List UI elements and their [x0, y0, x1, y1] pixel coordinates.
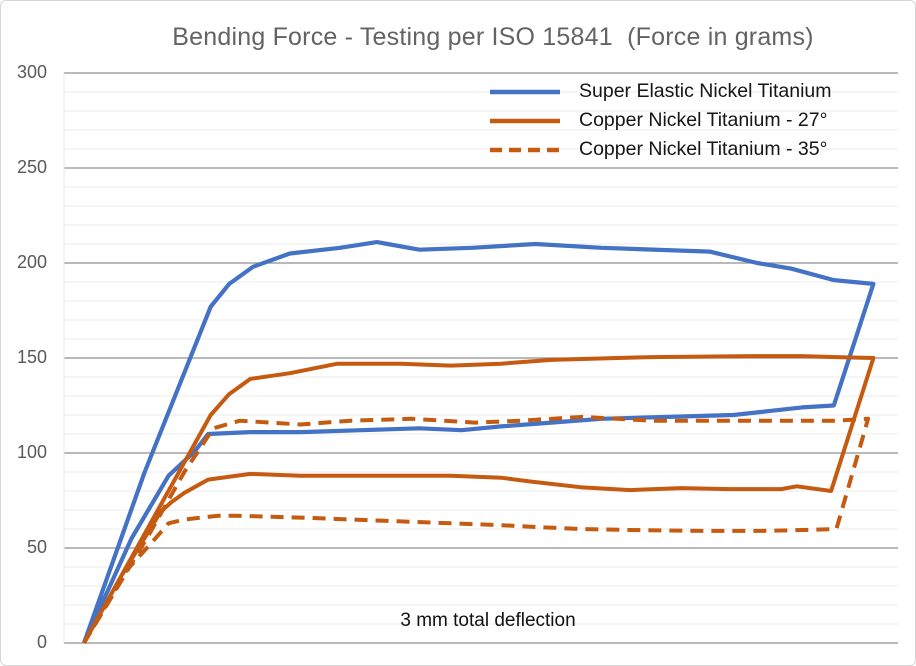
y-tick-label-150: 150	[16, 347, 47, 367]
y-tick-label-0: 0	[36, 632, 47, 652]
y-tick-label-250: 250	[16, 157, 47, 177]
chart-legend: Super Elastic Nickel Titanium Copper Nic…	[488, 77, 832, 164]
legend-line-swatch-solid-blue	[490, 89, 560, 94]
y-tick-label-300: 300	[16, 62, 47, 82]
legend-label: Copper Nickel Titanium - 35°	[579, 138, 828, 160]
legend-label: Super Elastic Nickel Titanium	[579, 80, 832, 102]
y-axis-labels: 0 50 100 150 200 250 300	[1, 1, 55, 665]
legend-item-cuniti-27: Copper Nickel Titanium - 27°	[488, 106, 832, 135]
legend-line-swatch-solid-orange	[490, 118, 560, 123]
y-tick-label-200: 200	[16, 252, 47, 272]
legend-item-cuniti-35: Copper Nickel Titanium - 35°	[488, 135, 832, 164]
legend-label: Copper Nickel Titanium - 27°	[579, 109, 828, 131]
y-tick-label-50: 50	[26, 537, 47, 557]
legend-line-swatch-dashed-orange	[490, 147, 560, 152]
legend-item-super-elastic: Super Elastic Nickel Titanium	[488, 77, 832, 106]
deflection-annotation: 3 mm total deflection	[400, 610, 576, 631]
y-tick-label-100: 100	[16, 442, 47, 462]
chart-title: Bending Force - Testing per ISO 15841 (F…	[172, 23, 814, 51]
